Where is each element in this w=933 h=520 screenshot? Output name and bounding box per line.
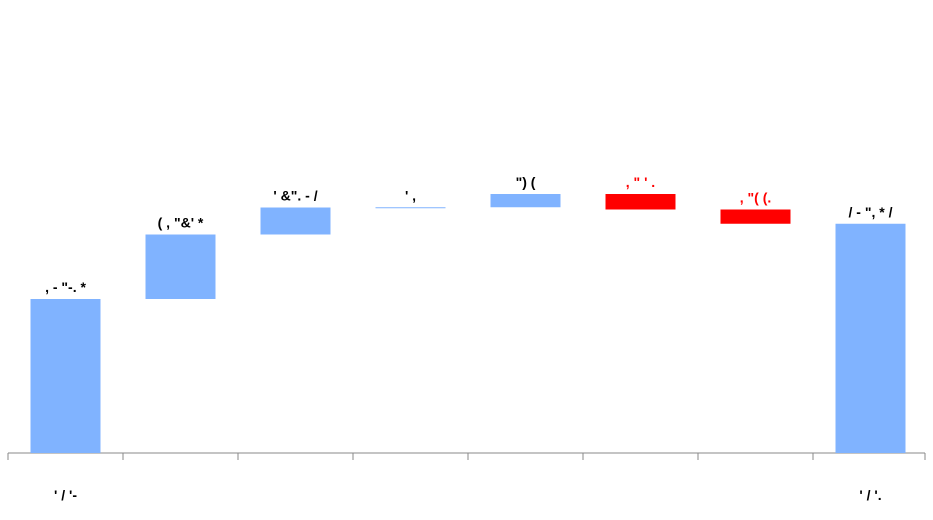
bar-value-label-5: ") ( (516, 174, 536, 190)
waterfall-bar-2 (145, 234, 216, 299)
bar-value-label-7: , "( (. (740, 190, 772, 206)
bar-value-label-1: , - "-. * (45, 279, 86, 295)
waterfall-bar-8 (835, 223, 906, 453)
waterfall-bar-6 (605, 194, 676, 210)
x-category-label-1: ' / '- (54, 487, 77, 503)
waterfall-bar-3 (260, 207, 331, 235)
waterfall-bar-4 (375, 207, 446, 209)
bar-value-label-2: ( , "&' * (158, 215, 204, 231)
waterfall-bar-1 (30, 299, 101, 453)
waterfall-bar-5 (490, 194, 561, 208)
bar-value-label-6: , " ' . (626, 174, 655, 190)
bar-value-label-4: ' , (405, 187, 416, 203)
bar-value-label-3: ' &". - / (273, 188, 317, 204)
bar-value-label-8: / - ", * / (849, 204, 893, 220)
waterfall-bar-7 (720, 209, 791, 224)
x-category-label-8: ' / '. (859, 487, 881, 503)
